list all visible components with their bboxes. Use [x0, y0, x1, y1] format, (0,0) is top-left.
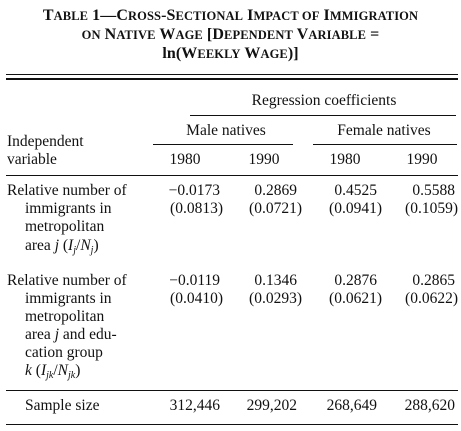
male-subrule: [153, 144, 293, 145]
standard-error-cell: (0.0941): [329, 200, 382, 217]
row-label-line: metropolitan: [25, 308, 105, 325]
row-label-line: area j (Ij/Nj): [25, 237, 99, 256]
coefficient-cell: −0.0119: [169, 272, 220, 289]
sample-size-cell: 299,202: [246, 397, 297, 414]
coefficient-cell: 0.5588: [412, 182, 455, 199]
coefficient-cell: −0.0173: [168, 182, 220, 199]
standard-error-cell: (0.0721): [249, 200, 302, 217]
row-label-line: metropolitan: [25, 218, 105, 235]
header-rule: [6, 175, 458, 176]
table-title-line-2: ON NATIVE WAGE [DEPENDENT VARIABLE =: [81, 26, 380, 43]
row-label-line: immigrants in: [25, 200, 112, 217]
header-subrule: [190, 115, 456, 116]
row-label-line: Relative number of: [7, 182, 127, 199]
header-regression-coefficients: Regression coefficients: [251, 92, 397, 109]
coefficient-cell: 0.4525: [334, 182, 377, 199]
standard-error-cell: (0.0410): [170, 290, 223, 307]
sample-size-label: Sample size: [25, 397, 100, 414]
row-label-line: k (Ijk/Njk): [25, 362, 81, 381]
row-label-line: immigrants in: [25, 290, 112, 307]
sample-size-cell: 312,446: [169, 397, 220, 414]
table-title-line-1: TABLE 1—CROSS-SECTIONAL IMPACT OF IMMIGR…: [42, 7, 419, 24]
header-year: 1980: [329, 151, 361, 168]
standard-error-cell: (0.1059): [405, 200, 458, 217]
row-label-line: area j and edu-: [25, 326, 117, 343]
sample-rule: [6, 390, 458, 391]
header-female-natives: Female natives: [337, 122, 431, 139]
bottom-rule: [6, 424, 458, 425]
header-year: 1980: [169, 151, 201, 168]
coefficient-cell: 0.2876: [334, 272, 377, 289]
header-independent: Independent: [7, 133, 84, 150]
top-rule-2: [6, 78, 458, 80]
standard-error-cell: (0.0621): [329, 290, 382, 307]
sample-size-cell: 288,620: [404, 397, 455, 414]
header-variable: variable: [7, 151, 57, 168]
header-year: 1990: [248, 151, 280, 168]
coefficient-cell: 0.2865: [412, 272, 455, 289]
coefficient-cell: 0.1346: [254, 272, 297, 289]
female-subrule: [313, 144, 457, 145]
header-male-natives: Male natives: [186, 122, 266, 139]
row-label-line: Relative number of: [7, 272, 127, 289]
standard-error-cell: (0.0813): [170, 200, 223, 217]
row-label-line: cation group: [25, 344, 103, 361]
standard-error-cell: (0.0622): [405, 290, 458, 307]
header-year: 1990: [406, 151, 438, 168]
coefficient-cell: 0.2869: [254, 182, 297, 199]
standard-error-cell: (0.0293): [249, 290, 302, 307]
table-title-line-3: ln(WEEKLY WAGE)]: [162, 45, 299, 62]
sample-size-cell: 268,649: [326, 397, 377, 414]
top-rule-1: [6, 74, 458, 75]
